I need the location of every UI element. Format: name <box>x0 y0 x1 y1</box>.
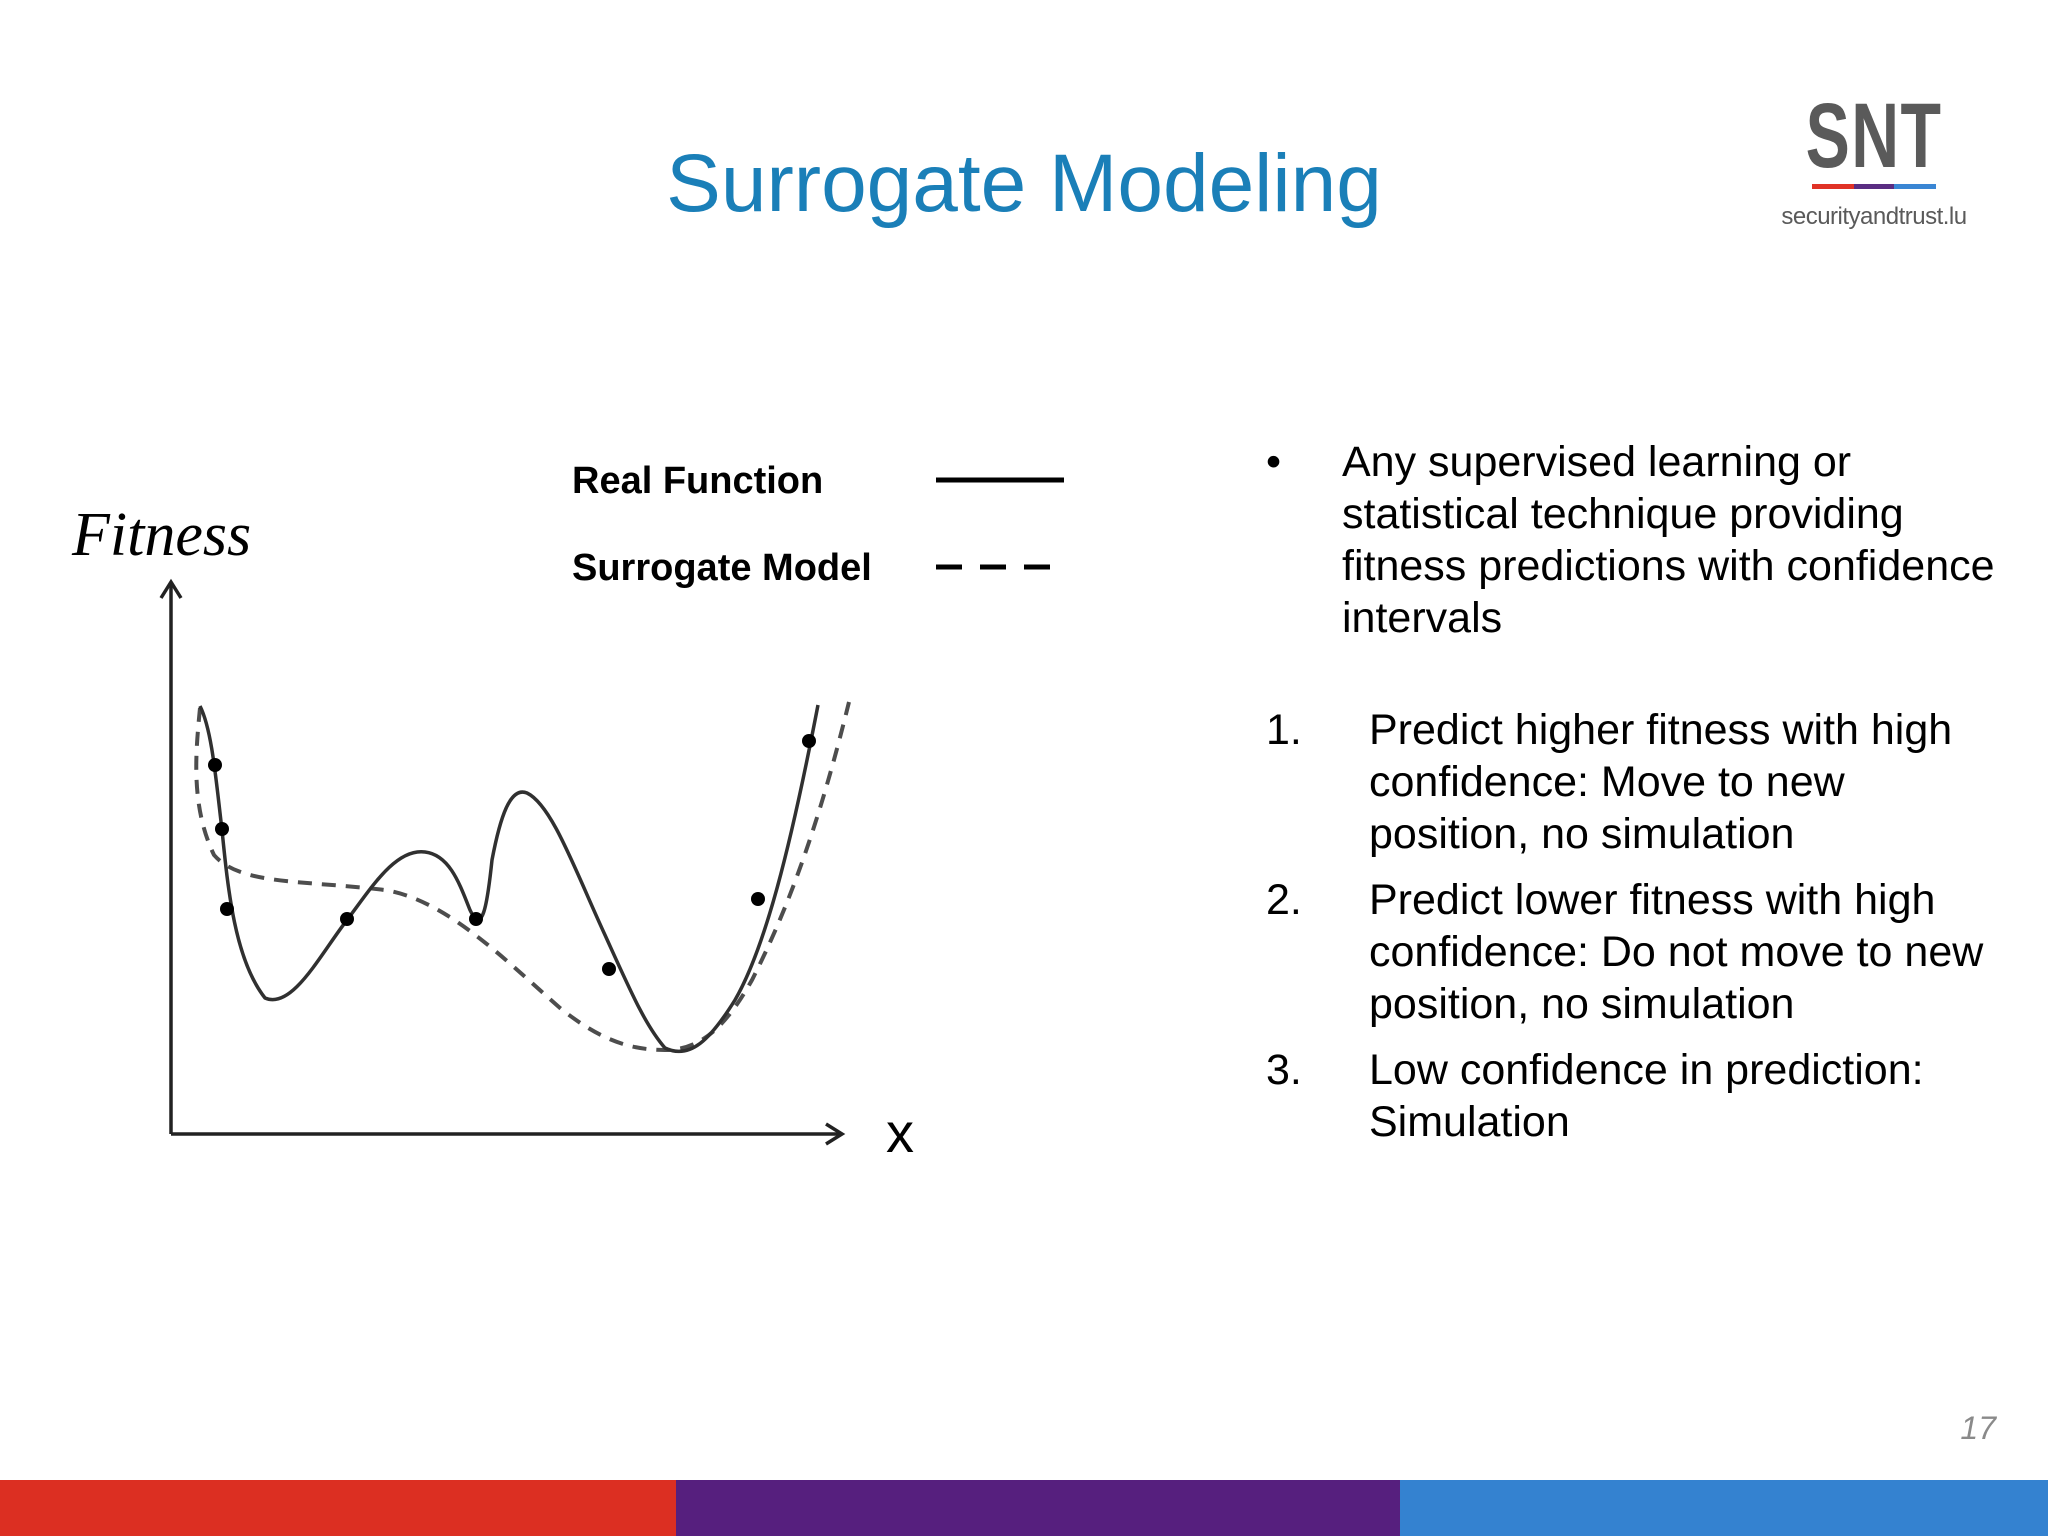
surrogate-model-curve <box>194 701 851 1053</box>
x-axis-label: x <box>886 1101 914 1164</box>
numbered-item-1: 1. Predict higher fitness with high conf… <box>1262 704 2002 860</box>
logo-wordmark: SNT <box>1805 85 1943 187</box>
footer-bar-red <box>0 1480 676 1536</box>
legend-label-surrogate-model: Surrogate Model <box>572 547 872 589</box>
item-text: Low confidence in prediction: Simulation <box>1369 1046 1924 1146</box>
item-number: 2. <box>1266 876 1302 924</box>
sample-point <box>220 902 234 916</box>
item-number: 3. <box>1266 1046 1302 1094</box>
sample-point <box>208 758 222 772</box>
logo-bar-red <box>1812 184 1854 189</box>
surrogate-diagram: Real Function Surrogate Model Fitness x <box>71 460 1064 1164</box>
logo-bar-purple <box>1854 184 1894 189</box>
x-axis-arrow <box>825 1122 846 1146</box>
numbered-item-3: 3. Low confidence in prediction: Simulat… <box>1262 1044 2002 1148</box>
footer-bar-purple <box>676 1480 1400 1536</box>
sample-point <box>751 892 765 906</box>
footer-bar-blue <box>1400 1480 2048 1536</box>
explanation-text: • Any supervised learning or statistical… <box>1262 436 2002 1162</box>
slide-title: Surrogate Modeling <box>666 138 1382 229</box>
page-number: 17 <box>1960 1410 1996 1446</box>
sample-point <box>215 822 229 836</box>
legend-label-real-function: Real Function <box>572 460 823 502</box>
sample-point <box>602 962 616 976</box>
sample-point <box>340 912 354 926</box>
logo-bar-blue <box>1894 184 1936 189</box>
snt-logo: SNT securityandtrust.lu <box>1764 88 1984 238</box>
numbered-item-2: 2. Predict lower fitness with high confi… <box>1262 874 2002 1030</box>
item-text: Predict higher fitness with high confide… <box>1369 706 1953 858</box>
y-axis-arrow <box>159 578 183 599</box>
logo-subtitle: securityandtrust.lu <box>1781 203 1967 230</box>
item-text: Predict lower fitness with high confiden… <box>1369 876 1984 1028</box>
real-function-curve <box>198 704 820 1054</box>
bullet-marker: • <box>1266 438 1282 486</box>
y-axis-label: Fitness <box>71 501 251 569</box>
bullet-item: • Any supervised learning or statistical… <box>1262 436 2002 644</box>
bullet-text: Any supervised learning or statistical t… <box>1342 438 1995 642</box>
item-number: 1. <box>1266 706 1302 754</box>
sample-point <box>802 734 816 748</box>
sample-point <box>469 912 483 926</box>
